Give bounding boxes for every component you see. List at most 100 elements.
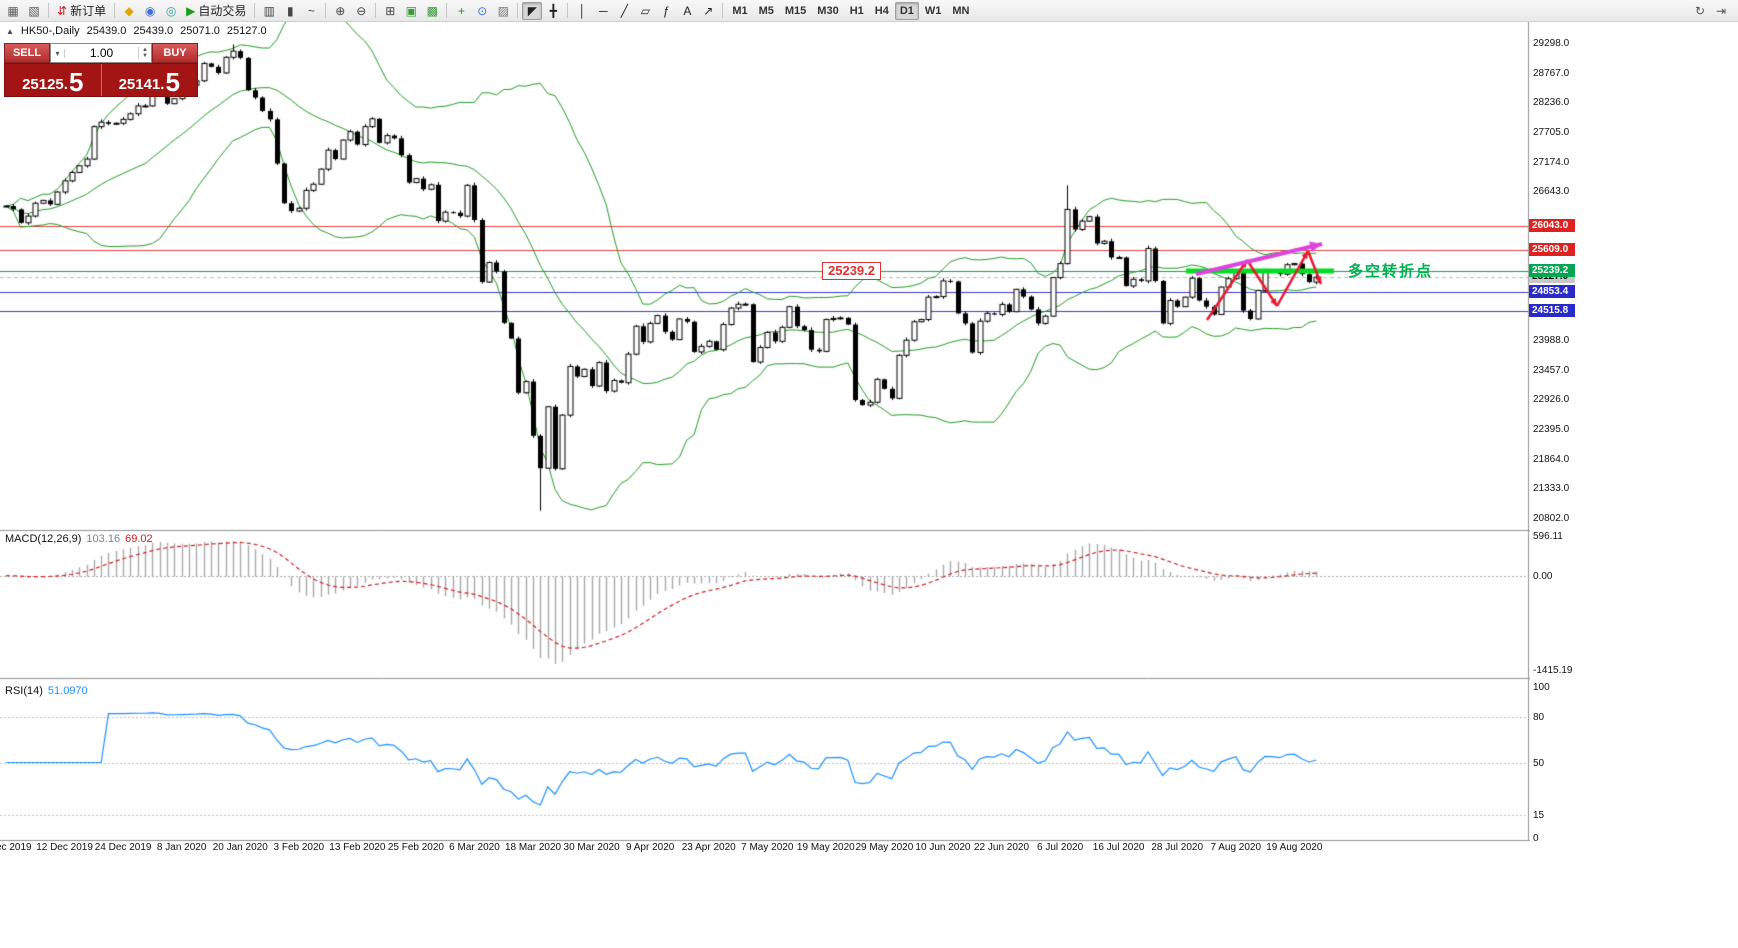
zoom-in-icon[interactable]: ⊕ [330, 2, 350, 20]
date-tick: 7 Aug 2020 [1210, 842, 1262, 853]
date-tick: 25 Feb 2020 [387, 842, 444, 853]
volume-down-icon[interactable]: ▼ [142, 53, 148, 59]
ohlc-high: 25439.0 [133, 25, 174, 37]
metaeditor-icon[interactable]: ◆ [119, 2, 139, 20]
timeframe-h4[interactable]: H4 [874, 4, 889, 17]
date-tick: 20 Jan 2020 [212, 842, 268, 853]
arrange-windows-icon[interactable]: ▩ [422, 2, 442, 20]
buy-price-big-digit: 5 [165, 67, 180, 97]
timeframe-h1[interactable]: H1 [849, 4, 864, 17]
toolbar-right: ↻ ⇥ [1690, 2, 1735, 20]
date-tick: 23 Apr 2020 [681, 842, 736, 853]
date-tick: 29 May 2020 [855, 842, 914, 853]
bar-chart-icon: ▥ [263, 3, 275, 18]
metaeditor-icon: ◆ [124, 3, 134, 18]
fibonacci-icon[interactable]: ƒ [656, 2, 676, 20]
timeframe-m30[interactable]: M30 [817, 4, 839, 17]
chart-window[interactable]: ▲ HK50-,Daily 25439.0 25439.0 25071.0 25… [0, 22, 1738, 948]
price-annotation-label[interactable]: 25239.2 [822, 262, 881, 280]
buy-button[interactable]: BUY [152, 43, 198, 63]
crosshair-icon[interactable]: ╋ [543, 2, 563, 20]
volume-dropdown-icon[interactable]: ▾ [51, 48, 65, 58]
zoom-out-icon: ⊖ [356, 3, 367, 18]
channel-icon[interactable]: ▱ [635, 2, 655, 20]
price-tick: 29298.0 [1533, 38, 1570, 49]
line-chart-icon[interactable]: ~ [301, 2, 321, 20]
date-tick: 7 May 2020 [741, 842, 794, 853]
auto-scroll-icon[interactable]: ↻ [1690, 2, 1710, 20]
price-tick: 22926.0 [1533, 394, 1570, 406]
community-icon: ◎ [165, 3, 177, 18]
turning-point-label[interactable]: 多空转折点 [1348, 263, 1434, 280]
symbol-period-label: HK50-,Daily [20, 25, 80, 37]
rsi-label: RSI(14) 51.0970 [5, 685, 88, 697]
rsi-axis-tick: 0 [1533, 833, 1539, 844]
chart-collapse-icon[interactable]: ▲ [6, 26, 14, 36]
toolbar-separator [567, 3, 569, 18]
price-tick: 21333.0 [1533, 483, 1570, 495]
horizontal-line-icon[interactable]: ─ [593, 2, 613, 20]
auto-trading-button[interactable]: ▶ 自动交易 [182, 2, 250, 20]
timeframe-d1[interactable]: D1 [894, 1, 919, 20]
price-tick: 27705.0 [1533, 127, 1570, 139]
cursor-icon[interactable]: ◤ [522, 1, 543, 20]
toolbar-separator [517, 3, 519, 18]
new-order-button: ⇵ [57, 3, 68, 18]
new-order-button[interactable]: ⇵ 新订单 [53, 2, 110, 20]
text-icon[interactable]: A [677, 2, 697, 20]
periods-icon[interactable]: ⊙ [472, 2, 492, 20]
toolbar-separator [446, 3, 448, 18]
date-tick: 22 Jun 2020 [973, 842, 1030, 853]
periods-icon: ⊙ [477, 3, 488, 18]
volume-input[interactable] [65, 45, 138, 61]
toolbar-items: ▦ ▧ ⇵ 新订单 ◆ ◉ ◎ ▶ 自动交易 ▥ ▮ ~ ⊕ ⊖ ⊞ ▣ ▩ + ⊙ ▨ ◤ ╋ │ ─ ╱ ▱ ƒ A ↗ M1 M5 M1… [3, 1, 975, 20]
price-line-badge: 24853.4 [1529, 285, 1575, 299]
toolbar-separator [254, 3, 256, 18]
trendline-icon: ╱ [620, 3, 628, 18]
arrange-windows-icon: ▩ [426, 3, 438, 18]
timeframe-mn[interactable]: MN [952, 4, 970, 17]
new-order-button-label: 新订单 [70, 4, 107, 18]
templates-icon[interactable]: ▨ [493, 2, 513, 20]
new-chart-icon[interactable]: ▦ [3, 2, 23, 20]
chart-profiles-icon[interactable]: ▧ [24, 2, 44, 20]
timeframe-m5[interactable]: M5 [758, 4, 774, 17]
community-icon[interactable]: ◎ [161, 2, 181, 20]
buy-price[interactable]: 25141. 5 [100, 64, 198, 97]
timeframe-m15[interactable]: M15 [784, 4, 807, 17]
toolbar: ▦ ▧ ⇵ 新订单 ◆ ◉ ◎ ▶ 自动交易 ▥ ▮ ~ ⊕ ⊖ ⊞ ▣ ▩ + ⊙ ▨ ◤ ╋ │ ─ ╱ ▱ ƒ A ↗ M1 M5 M1… [0, 0, 1738, 22]
auto-scroll-icon: ↻ [1694, 3, 1706, 18]
chart-shift-icon[interactable]: ⇥ [1711, 2, 1731, 20]
ohlc-close: 25127.0 [226, 25, 267, 37]
line-chart-icon: ~ [307, 3, 315, 18]
vertical-line-icon[interactable]: │ [572, 2, 592, 20]
cursor-icon: ◤ [527, 3, 537, 18]
volume-up-icon[interactable]: ▲ [142, 47, 148, 53]
timeframe-m1[interactable]: M1 [732, 4, 748, 17]
accounts-icon[interactable]: ◉ [140, 2, 160, 20]
date-tick: 6 Jul 2020 [1037, 842, 1084, 853]
chart-canvas[interactable] [0, 22, 1530, 852]
arrows-tool-icon[interactable]: ↗ [698, 2, 718, 20]
bar-chart-icon[interactable]: ▥ [259, 2, 279, 20]
accounts-icon: ◉ [144, 3, 156, 18]
sell-price[interactable]: 25125. 5 [5, 64, 101, 96]
auto-trading-button-label: 自动交易 [198, 4, 247, 18]
date-tick: 16 Jul 2020 [1092, 842, 1145, 853]
date-tick: 19 May 2020 [796, 842, 855, 853]
price-tick: 27174.0 [1533, 156, 1570, 168]
zoom-out-icon[interactable]: ⊖ [351, 2, 371, 20]
price-tick: 20802.0 [1533, 513, 1570, 524]
sell-button[interactable]: SELL [4, 43, 50, 63]
price-line-badge: 25239.2 [1529, 263, 1575, 277]
date-tick: 19 Aug 2020 [1266, 842, 1323, 853]
vertical-line-icon: │ [578, 3, 587, 18]
cascade-windows-icon[interactable]: ▣ [401, 2, 421, 20]
price-line-badge: 25609.0 [1529, 243, 1575, 257]
candlestick-chart-icon[interactable]: ▮ [280, 2, 300, 20]
price-tick: 21864.0 [1533, 453, 1570, 465]
tile-windows-icon[interactable]: ⊞ [380, 2, 400, 20]
trendline-icon[interactable]: ╱ [614, 2, 634, 20]
timeframe-w1[interactable]: W1 [924, 4, 942, 17]
indicators-icon[interactable]: + [451, 2, 471, 20]
